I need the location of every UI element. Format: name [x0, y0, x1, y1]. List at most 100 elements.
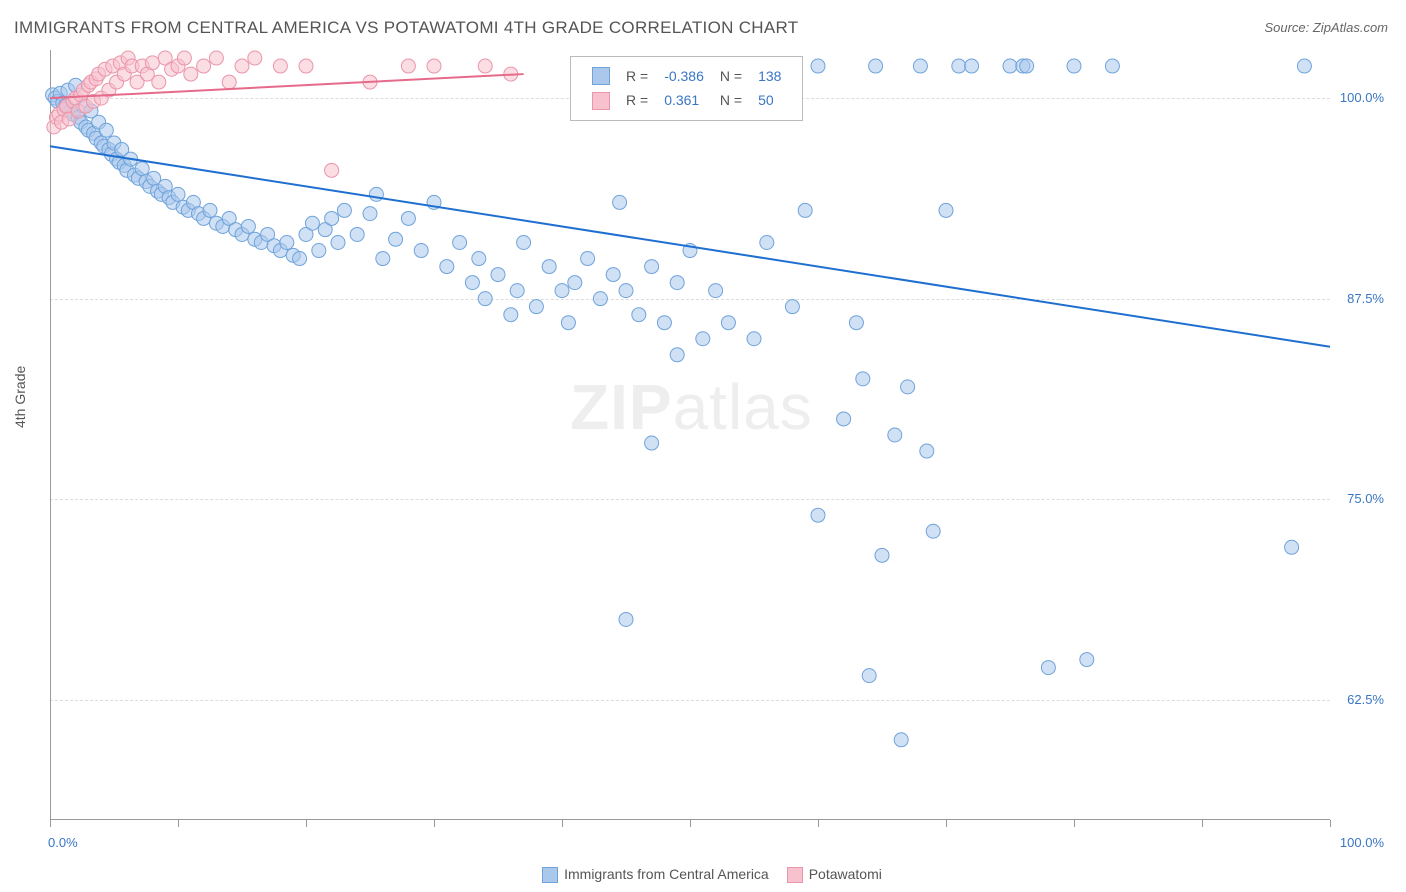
- stats-n-label: N =: [713, 89, 749, 111]
- data-point: [1041, 661, 1055, 675]
- data-point: [209, 51, 223, 65]
- data-point: [849, 316, 863, 330]
- data-point: [135, 162, 149, 176]
- y-tick-label: 75.0%: [1347, 491, 1384, 506]
- stats-table: R =-0.386N =138R =0.361N =50: [583, 63, 790, 114]
- data-point: [837, 412, 851, 426]
- data-point: [401, 59, 415, 73]
- data-point: [811, 508, 825, 522]
- stats-r-label: R =: [619, 89, 655, 111]
- legend-swatch: [787, 867, 803, 883]
- data-point: [747, 332, 761, 346]
- data-point: [369, 187, 383, 201]
- data-point: [862, 669, 876, 683]
- data-point: [593, 292, 607, 306]
- stats-swatch: [585, 89, 617, 111]
- x-tick-label-max: 100.0%: [1340, 835, 1384, 850]
- stats-n-value: 138: [751, 65, 788, 87]
- data-point: [478, 59, 492, 73]
- y-tick-label: 62.5%: [1347, 692, 1384, 707]
- data-point: [965, 59, 979, 73]
- data-point: [145, 56, 159, 70]
- data-point: [785, 300, 799, 314]
- data-point: [491, 268, 505, 282]
- data-point: [657, 316, 671, 330]
- data-point: [312, 244, 326, 258]
- stats-n-value: 50: [751, 89, 788, 111]
- data-point: [197, 59, 211, 73]
- data-point: [504, 308, 518, 322]
- data-point: [645, 436, 659, 450]
- data-point: [427, 59, 441, 73]
- data-point: [465, 276, 479, 290]
- data-point: [203, 203, 217, 217]
- stats-n-label: N =: [713, 65, 749, 87]
- x-tick: [1330, 820, 1331, 827]
- data-point: [440, 260, 454, 274]
- data-point: [1067, 59, 1081, 73]
- data-point: [529, 300, 543, 314]
- correlation-stats-box: R =-0.386N =138R =0.361N =50: [570, 56, 803, 121]
- data-point: [280, 236, 294, 250]
- data-point: [856, 372, 870, 386]
- data-point: [613, 195, 627, 209]
- data-point: [952, 59, 966, 73]
- data-point: [670, 276, 684, 290]
- x-tick: [818, 820, 819, 827]
- data-point: [568, 276, 582, 290]
- data-point: [299, 59, 313, 73]
- data-point: [99, 123, 113, 137]
- data-point: [331, 236, 345, 250]
- data-point: [248, 51, 262, 65]
- data-point: [325, 211, 339, 225]
- stats-r-value: 0.361: [657, 89, 711, 111]
- source-attribution: Source: ZipAtlas.com: [1264, 20, 1388, 35]
- data-point: [920, 444, 934, 458]
- data-point: [1285, 540, 1299, 554]
- data-point: [606, 268, 620, 282]
- data-point: [696, 332, 710, 346]
- data-point: [561, 316, 575, 330]
- data-point: [171, 187, 185, 201]
- data-point: [293, 252, 307, 266]
- data-point: [670, 348, 684, 362]
- data-point: [760, 236, 774, 250]
- data-point: [152, 75, 166, 89]
- data-point: [926, 524, 940, 538]
- data-point: [542, 260, 556, 274]
- x-tick: [50, 820, 51, 827]
- data-point: [273, 59, 287, 73]
- stats-row: R =-0.386N =138: [585, 65, 788, 87]
- stats-swatch: [585, 65, 617, 87]
- data-point: [1003, 59, 1017, 73]
- trend-line: [50, 146, 1330, 347]
- data-point: [478, 292, 492, 306]
- data-point: [453, 236, 467, 250]
- data-point: [241, 219, 255, 233]
- data-point: [869, 59, 883, 73]
- data-point: [632, 308, 646, 322]
- legend-label: Immigrants from Central America: [564, 866, 769, 882]
- data-point: [619, 612, 633, 626]
- data-point: [811, 59, 825, 73]
- y-axis-label: 4th Grade: [12, 366, 28, 428]
- data-point: [414, 244, 428, 258]
- data-point: [1080, 653, 1094, 667]
- data-point: [472, 252, 486, 266]
- x-tick: [562, 820, 563, 827]
- data-point: [350, 227, 364, 241]
- y-tick-label: 100.0%: [1340, 90, 1384, 105]
- data-point: [581, 252, 595, 266]
- data-point: [1297, 59, 1311, 73]
- data-point: [913, 59, 927, 73]
- scatter-plot-svg: [50, 50, 1330, 820]
- data-point: [645, 260, 659, 274]
- y-tick-label: 87.5%: [1347, 291, 1384, 306]
- data-point: [376, 252, 390, 266]
- data-point: [709, 284, 723, 298]
- x-tick: [1074, 820, 1075, 827]
- data-point: [235, 59, 249, 73]
- x-tick: [1202, 820, 1203, 827]
- stats-r-label: R =: [619, 65, 655, 87]
- data-point: [1105, 59, 1119, 73]
